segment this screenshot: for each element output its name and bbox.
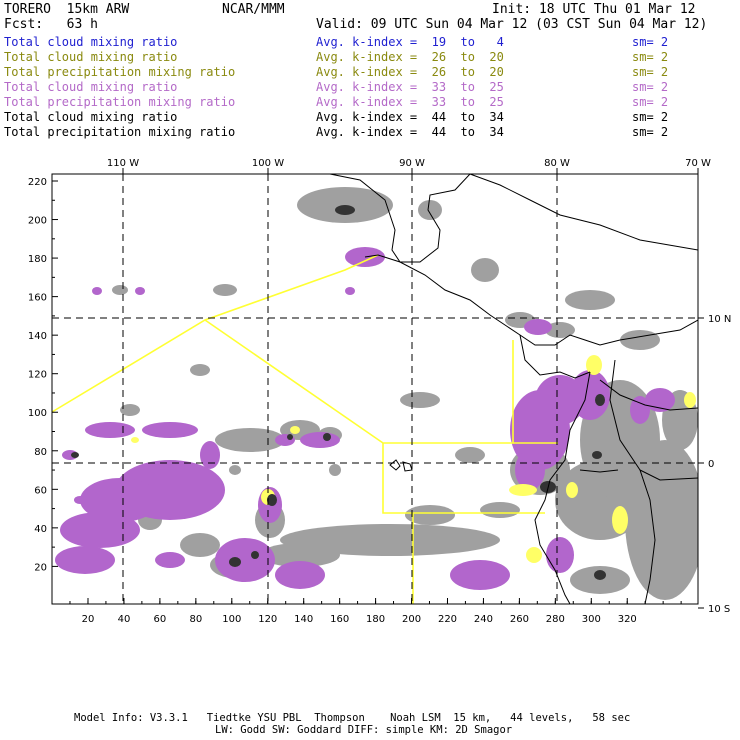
gray-cloud-areas (112, 187, 698, 600)
init-time: Init: 18 UTC Thu 01 Mar 12 (492, 2, 696, 17)
domain-boundary (52, 254, 558, 604)
y-tick-label: 100 (28, 408, 47, 419)
lat-label: 10 N (708, 314, 731, 325)
legend-kindex: Avg. k-index = 33 to 25 (316, 95, 504, 109)
x-tick-label: 160 (330, 614, 349, 625)
y-tick-label: 160 (28, 293, 47, 304)
model-info-line2: LW: Godd SW: Goddard DIFF: simple KM: 2D… (215, 724, 513, 736)
y-tick-label: 220 (28, 177, 47, 188)
legend-kindex: Avg. k-index = 26 to 20 (316, 50, 504, 64)
legend-field: Total precipitation mixing ratio (4, 95, 236, 109)
lon-label: 80 W (544, 158, 570, 169)
y-tick-label: 60 (34, 485, 47, 496)
legend-kindex: Avg. k-index = 44 to 34 (316, 125, 504, 139)
y-tick-label: 200 (28, 216, 47, 227)
legend-sm: sm= 2 (632, 125, 669, 139)
legend-sm: sm= 2 (632, 110, 669, 124)
legend-sm: sm= 2 (632, 65, 669, 79)
model-title: TORERO 15km ARW (4, 2, 130, 17)
legend-sm: sm= 2 (632, 50, 669, 64)
dark-cloud-cores (71, 205, 606, 580)
legend-kindex: Avg. k-index = 33 to 25 (316, 80, 504, 94)
lat-label: 0 (708, 459, 714, 470)
y-tick-label: 80 (34, 447, 47, 458)
y-tick-label: 140 (28, 331, 47, 342)
center-name: NCAR/MMM (222, 2, 285, 17)
x-tick-label: 100 (222, 614, 241, 625)
legend-kindex: Avg. k-index = 44 to 34 (316, 110, 504, 124)
plot-frame (51, 173, 699, 605)
legend-field: Total cloud mixing ratio (4, 50, 178, 64)
x-tick-label: 180 (366, 614, 385, 625)
x-tick-label: 200 (402, 614, 421, 625)
x-tick-label: 300 (582, 614, 601, 625)
legend-field: Total precipitation mixing ratio (4, 125, 236, 139)
x-tick-label: 280 (546, 614, 565, 625)
y-tick-label: 20 (34, 562, 47, 573)
purple-precip-areas (55, 247, 675, 590)
x-tick-label: 120 (258, 614, 277, 625)
axis-ticks (52, 168, 704, 609)
x-tick-label: 320 (618, 614, 637, 625)
lon-label: 110 W (107, 158, 139, 169)
axis-tick-labels: 220 200 180 160 140 120 100 80 60 40 20 20 40 60 80 100… (28, 158, 731, 625)
y-tick-label: 120 (28, 370, 47, 381)
forecast-hour: Fcst: 63 h (4, 17, 98, 32)
y-tick-label: 180 (28, 254, 47, 265)
lat-label: 10 S (708, 604, 730, 615)
legend-sm: sm= 2 (632, 35, 669, 49)
x-tick-label: 240 (474, 614, 493, 625)
x-tick-label: 60 (154, 614, 167, 625)
map-field-layer (55, 187, 698, 600)
x-tick-label: 220 (438, 614, 457, 625)
x-tick-label: 40 (118, 614, 131, 625)
coastlines (52, 174, 698, 604)
legend-sm: sm= 2 (632, 80, 669, 94)
x-tick-label: 80 (189, 614, 202, 625)
model-info-line1: Model Info: V3.3.1 Tiedtke YSU PBL Thomp… (74, 712, 631, 724)
y-tick-label: 40 (34, 524, 47, 535)
lon-label: 90 W (399, 158, 425, 169)
lon-label: 100 W (252, 158, 284, 169)
legend-sm: sm= 2 (632, 95, 669, 109)
legend-field: Total cloud mixing ratio (4, 110, 178, 124)
x-tick-label: 140 (294, 614, 313, 625)
legend-kindex: Avg. k-index = 26 to 20 (316, 65, 504, 79)
x-tick-label: 260 (510, 614, 529, 625)
legend-kindex: Avg. k-index = 19 to 4 (316, 35, 504, 49)
valid-time: Valid: 09 UTC Sun 04 Mar 12 (03 CST Sun … (316, 17, 708, 32)
legend-field: Total cloud mixing ratio (4, 35, 178, 49)
legend-field: Total cloud mixing ratio (4, 80, 178, 94)
x-tick-label: 20 (82, 614, 95, 625)
legend-field: Total precipitation mixing ratio (4, 65, 236, 79)
yellow-precip-areas (131, 355, 696, 563)
lon-label: 70 W (685, 158, 711, 169)
